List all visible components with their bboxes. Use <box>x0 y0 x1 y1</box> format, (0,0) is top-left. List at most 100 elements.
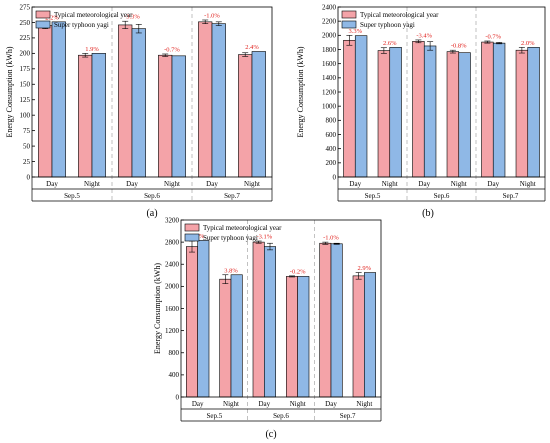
percent-change-label: -3.1% <box>256 234 272 241</box>
period-label: Day <box>349 180 361 188</box>
day-label: Sep.6 <box>144 192 160 200</box>
percent-change-label: -0.7% <box>164 46 180 53</box>
chart-panel-c: 0 400 800 1200 1600 2000 2400 2800 3200 Energy Co… <box>153 216 382 440</box>
bar-typical <box>377 50 391 178</box>
panel-label: (b) <box>422 208 434 219</box>
period-label: Night <box>84 180 100 188</box>
day-label: Sep.5 <box>64 192 80 200</box>
y-tick-label: 25 <box>23 158 31 166</box>
legend-label-typhoon: Super typhoon yagi <box>360 21 415 29</box>
y-tick-label: 1600 <box>165 305 180 313</box>
percent-change-label: 2.6% <box>383 40 397 47</box>
y-tick-label: 0 <box>27 173 31 181</box>
y-axis-label: Energy Consumption (kWh) <box>5 46 14 137</box>
bar-typhoon <box>364 272 376 398</box>
bar-typhoon <box>423 45 437 178</box>
period-label: Day <box>206 180 218 188</box>
percent-change-label: 2.2% <box>45 14 59 21</box>
percent-change-label: -1.0% <box>204 12 220 19</box>
plot-frame <box>180 219 382 398</box>
y-tick-label: 600 <box>326 131 337 139</box>
bar-typhoon <box>527 47 540 178</box>
bar-typical <box>446 51 460 178</box>
panel-label: (a) <box>146 208 157 219</box>
bar-typhoon <box>330 243 343 398</box>
y-tick-label: 200 <box>326 159 337 167</box>
bar-typical <box>186 246 198 398</box>
bar-typhoon <box>297 276 310 398</box>
bar-typical <box>238 54 253 178</box>
legend-swatch-typical <box>35 10 51 19</box>
period-label: Night <box>520 180 536 188</box>
percent-change-label: -3.4% <box>416 32 432 39</box>
day-label: Sep.6 <box>434 192 450 200</box>
percent-change-label: -1.0% <box>323 235 339 242</box>
legend-swatch-typical <box>341 10 357 19</box>
percent-change-label: -3.3% <box>124 14 140 21</box>
y-tick-label: 175 <box>20 65 31 73</box>
y-tick-label: 400 <box>169 371 180 379</box>
bar-typhoon <box>211 23 226 178</box>
bar-typical <box>118 24 133 178</box>
y-tick-label: 400 <box>326 145 337 153</box>
bar-typhoon <box>389 47 402 178</box>
bar-typical <box>219 278 232 398</box>
panel-label: (c) <box>265 429 276 440</box>
legend-label-typhoon: Super typhoon yagi <box>54 21 109 29</box>
bar-typhoon <box>91 53 106 178</box>
percent-change-label: 3.8% <box>224 267 238 274</box>
legend-label-typical: Typical meteorological year <box>360 11 439 19</box>
bar-typhoon <box>354 35 368 178</box>
y-tick-label: 75 <box>23 127 31 135</box>
percent-change-label: 1.9% <box>85 46 99 53</box>
period-label: Night <box>356 400 372 408</box>
period-label: Day <box>487 180 499 188</box>
y-axis-label: Energy Consumption (kWh) <box>153 263 162 354</box>
y-tick-label: 1000 <box>322 102 337 110</box>
bar-typical <box>158 54 173 178</box>
y-tick-label: 1400 <box>322 74 337 82</box>
y-tick-label: 275 <box>20 3 31 11</box>
bar-typical <box>515 49 529 178</box>
y-tick-label: 2000 <box>165 283 180 291</box>
day-label: Sep.6 <box>273 412 289 420</box>
period-label: Day <box>46 180 58 188</box>
day-label: Sep.7 <box>224 192 240 200</box>
y-tick-label: 800 <box>326 117 337 125</box>
period-label: Night <box>382 180 398 188</box>
period-label: Night <box>290 400 306 408</box>
y-tick-label: 125 <box>20 96 31 104</box>
period-label: Night <box>451 180 467 188</box>
period-label: Day <box>192 400 204 408</box>
y-tick-label: 3200 <box>165 216 180 224</box>
period-label: Night <box>164 180 180 188</box>
y-tick-label: 1600 <box>322 60 337 68</box>
bar-typical <box>38 25 53 178</box>
period-label: Day <box>126 180 138 188</box>
day-label: Sep.5 <box>365 192 381 200</box>
y-axis-label: Energy Consumption (kWh) <box>296 46 305 137</box>
legend-swatch-typhoon <box>184 233 200 242</box>
bar-typhoon <box>264 246 276 398</box>
bar-typical <box>319 242 332 398</box>
legend-label-typical: Typical meteorological year <box>54 11 133 19</box>
y-tick-label: 2800 <box>165 238 180 246</box>
percent-change-label: 2.0% <box>521 40 535 47</box>
bar-typhoon <box>251 51 266 178</box>
day-label: Sep.7 <box>340 412 356 420</box>
day-label: Sep.7 <box>503 192 519 200</box>
bar-typical <box>198 21 213 178</box>
day-label: Sep.5 <box>206 412 222 420</box>
y-tick-label: 1200 <box>165 327 180 335</box>
y-tick-label: 150 <box>20 81 31 89</box>
y-tick-label: 0 <box>176 393 180 401</box>
percent-change-label: 2.9% <box>358 265 372 272</box>
bar-typhoon <box>458 52 471 178</box>
period-label: Night <box>223 400 239 408</box>
bar-typhoon <box>51 21 66 178</box>
y-tick-label: 250 <box>20 19 31 27</box>
y-tick-label: 225 <box>20 34 31 42</box>
plot-frame <box>31 6 273 178</box>
y-tick-label: 1800 <box>322 46 337 54</box>
